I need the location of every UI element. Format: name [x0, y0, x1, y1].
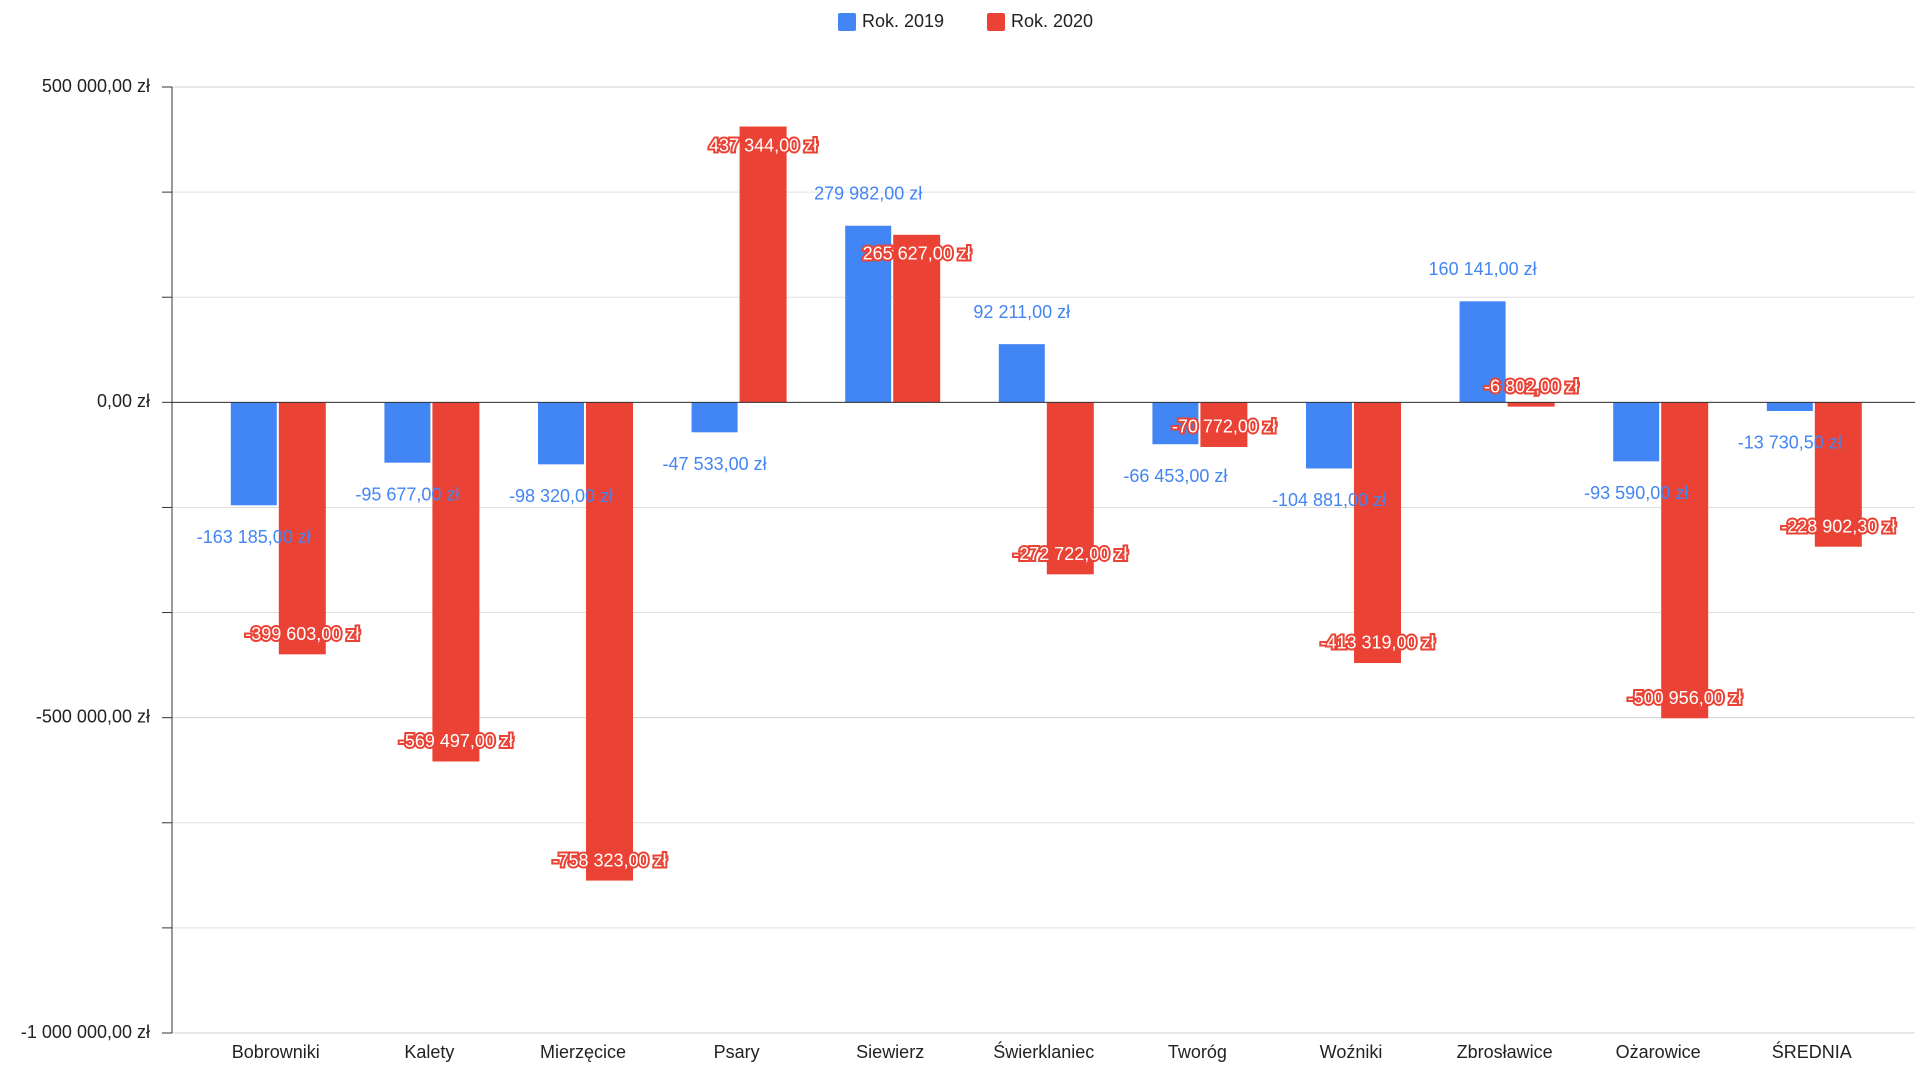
value-label: -98 320,00 zł: [509, 486, 613, 506]
legend-swatch: [838, 13, 856, 31]
x-tick-label: Tworóg: [1168, 1042, 1227, 1062]
x-tick-label: Siewierz: [856, 1042, 924, 1062]
x-tick-label: ŚREDNIA: [1772, 1041, 1852, 1062]
bar: [586, 402, 633, 881]
value-label: -47 533,00 zł: [663, 454, 767, 474]
value-label: 160 141,00 zł: [1429, 259, 1537, 279]
bar: [538, 402, 584, 465]
value-label: -13 730,50 zł: [1738, 433, 1842, 453]
value-label: -104 881,00 zł: [1272, 490, 1386, 510]
legend-label: Rok. 2020: [1011, 11, 1093, 31]
value-label: 265 627,00 zł: [863, 244, 971, 264]
value-label: -569 497,00 zł: [399, 731, 513, 751]
bar: [1766, 402, 1813, 411]
bar: [1046, 402, 1094, 575]
bar: [1459, 301, 1506, 403]
bar: [1613, 402, 1660, 462]
bar: [1306, 402, 1352, 469]
value-label: -399 603,00 zł: [245, 624, 359, 644]
value-label: 279 982,00 zł: [814, 184, 922, 204]
value-label: -500 956,00 zł: [1628, 688, 1742, 708]
y-tick-label: -500 000,00 zł: [36, 706, 150, 726]
bar: [384, 402, 431, 463]
value-label: -758 323,00 zł: [552, 850, 666, 870]
x-tick-label: Zbrosławice: [1457, 1042, 1553, 1062]
bar: [845, 225, 892, 403]
bar: [1354, 402, 1401, 663]
bar: [1814, 402, 1862, 547]
value-label: -272 722,00 zł: [1013, 544, 1127, 564]
bar: [691, 402, 738, 433]
x-tick-label: Mierzęcice: [540, 1042, 626, 1062]
bar: [432, 402, 480, 762]
x-tick-label: Kalety: [404, 1042, 454, 1062]
value-label: -93 590,00 zł: [1584, 483, 1688, 503]
y-tick-label: 500 000,00 zł: [42, 76, 150, 96]
bar: [998, 344, 1045, 403]
value-label: -66 453,00 zł: [1123, 466, 1227, 486]
bar: [1661, 402, 1709, 719]
x-tick-label: Bobrowniki: [232, 1042, 320, 1062]
value-label: -6 802,00 zł: [1484, 376, 1578, 396]
bar: [1507, 402, 1555, 407]
bar: [1152, 402, 1199, 445]
x-tick-label: Psary: [714, 1042, 760, 1062]
bar: [739, 126, 787, 403]
y-tick-label: -1 000 000,00 zł: [21, 1022, 150, 1042]
value-label: -163 185,00 zł: [197, 527, 311, 547]
value-label: -228 902,30 zł: [1781, 516, 1895, 536]
x-tick-label: Woźniki: [1320, 1042, 1383, 1062]
value-label: 437 344,00 zł: [709, 135, 817, 155]
value-label: -413 319,00 zł: [1320, 633, 1434, 653]
y-tick-label: 0,00 zł: [97, 391, 150, 411]
value-label: 92 211,00 zł: [973, 302, 1070, 322]
value-label: -70 772,00 zł: [1172, 417, 1276, 437]
bar: [230, 402, 277, 506]
legend-swatch: [987, 13, 1005, 31]
legend-label: Rok. 2019: [862, 11, 944, 31]
x-tick-label: Ożarowice: [1616, 1042, 1701, 1062]
bar: [893, 234, 941, 403]
x-tick-label: Świerklaniec: [993, 1041, 1094, 1062]
bar: [278, 402, 326, 655]
value-label: -95 677,00 zł: [355, 484, 459, 504]
bar: [1200, 402, 1248, 447]
